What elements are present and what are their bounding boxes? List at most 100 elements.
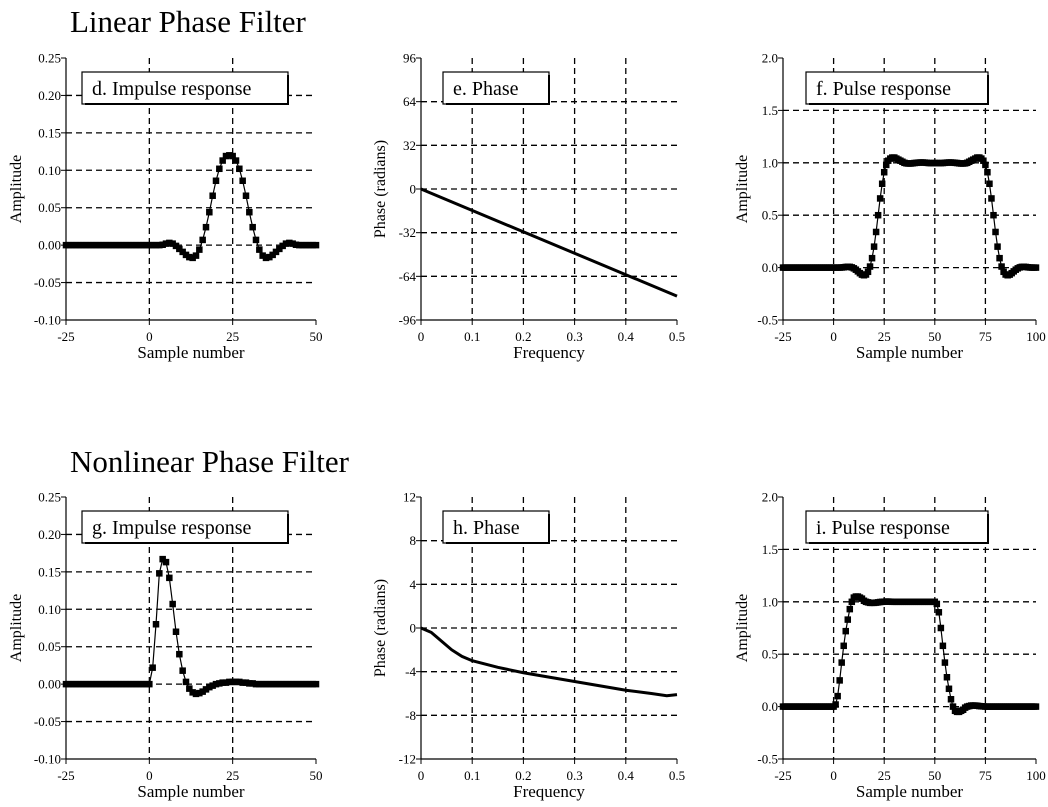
y-tick-label: 1.0 (762, 594, 778, 609)
data-point (1032, 264, 1040, 271)
data-point (882, 161, 890, 169)
data-point (984, 168, 991, 176)
x-tick-label: 0 (418, 329, 425, 344)
y-tick-label: 4 (410, 577, 417, 592)
y-tick-label: -0.5 (757, 752, 778, 767)
chart-5: -0.5 0.0 0.5 1.0 1.5 2.0 -25 0 25 50 75 100 Sample n… (734, 490, 1046, 802)
x-tick-label: 50 (928, 329, 941, 344)
data-point (189, 254, 196, 262)
data-point (941, 659, 949, 666)
chart-2: -0.5 0.0 0.5 1.0 1.5 2.0 -25 0 25 50 75 100 Sample n… (734, 51, 1046, 363)
data-point (242, 679, 250, 686)
x-tick-label: 25 (226, 329, 239, 344)
x-tick-label: 0.2 (515, 329, 531, 344)
data-point (72, 241, 80, 249)
data-point (992, 228, 999, 236)
data-point (302, 241, 310, 249)
data-point (272, 680, 280, 688)
data-point (176, 650, 183, 658)
data-point (994, 243, 1001, 250)
data-point (109, 680, 116, 688)
data-point (312, 241, 320, 249)
y-tick-label: 0 (410, 182, 417, 197)
data-point (146, 241, 153, 249)
data-point (186, 253, 193, 261)
data-point (109, 241, 116, 249)
data-point (262, 680, 270, 688)
panel-label-shadow (809, 514, 989, 544)
data-point (880, 168, 888, 176)
data-point (874, 211, 882, 219)
data-point (216, 680, 223, 687)
data-point (309, 241, 316, 249)
data-point (286, 680, 293, 688)
data-point (302, 680, 310, 688)
y-tick-label: 0.25 (38, 51, 61, 66)
data-point (122, 680, 130, 688)
y-axis-label: Amplitude (8, 155, 25, 223)
data-point (286, 239, 293, 247)
data-point (82, 241, 90, 249)
data-point (246, 208, 253, 216)
data-point (226, 152, 233, 159)
y-tick-label: -32 (399, 225, 416, 240)
y-tick-label: 0.10 (38, 163, 61, 178)
data-point (132, 241, 140, 249)
data-point (139, 680, 146, 688)
data-point (202, 686, 210, 693)
data-point (206, 208, 213, 216)
data-point (945, 685, 953, 693)
data-point (982, 161, 989, 169)
data-point (980, 157, 987, 164)
data-point (119, 241, 126, 249)
data-point (988, 195, 995, 202)
data-point (119, 680, 126, 688)
data-point (92, 680, 100, 688)
data-point (256, 246, 263, 253)
data-point (937, 624, 945, 632)
data-point (834, 692, 841, 700)
data-point (832, 701, 839, 708)
data-point (990, 211, 997, 219)
data-point (998, 263, 1005, 270)
data-point (306, 241, 313, 249)
data-point (279, 680, 286, 688)
y-tick-label: 0.20 (38, 527, 61, 542)
data-point (69, 241, 76, 249)
y-tick-label: 2.0 (762, 490, 778, 505)
data-point (92, 241, 100, 249)
data-point (259, 252, 266, 259)
data-point (179, 248, 186, 256)
data-point (872, 228, 880, 236)
data-point (89, 680, 96, 688)
y-tick-label: 1.5 (762, 103, 778, 118)
data-point (282, 680, 290, 688)
chart-3: -0.10 -0.05 0.00 0.05 0.10 0.15 0.20 0.25 -25 0 25… (8, 490, 323, 802)
y-tick-label: -8 (405, 708, 416, 723)
x-tick-label: 50 (928, 768, 941, 783)
data-point (262, 254, 270, 262)
data-point (142, 680, 150, 688)
y-tick-label: 0.10 (38, 602, 61, 617)
data-point (299, 241, 306, 249)
data-point (126, 241, 133, 249)
x-tick-label: 25 (226, 768, 239, 783)
data-point (844, 616, 852, 623)
data-point (1032, 703, 1040, 710)
data-point (192, 690, 200, 698)
data-point (226, 678, 233, 686)
data-point (249, 223, 256, 231)
data-point (146, 680, 153, 688)
data-point (256, 680, 263, 688)
data-point (306, 680, 313, 688)
data-point (172, 242, 180, 250)
data-point (179, 667, 186, 674)
data-point (152, 621, 160, 628)
x-axis-label: Frequency (513, 782, 585, 801)
data-point (156, 570, 163, 577)
data-point (232, 157, 240, 164)
data-point (79, 241, 86, 249)
data-point (136, 680, 143, 688)
x-tick-label: 0 (146, 768, 153, 783)
panel-label: g. Impulse response (92, 517, 252, 539)
